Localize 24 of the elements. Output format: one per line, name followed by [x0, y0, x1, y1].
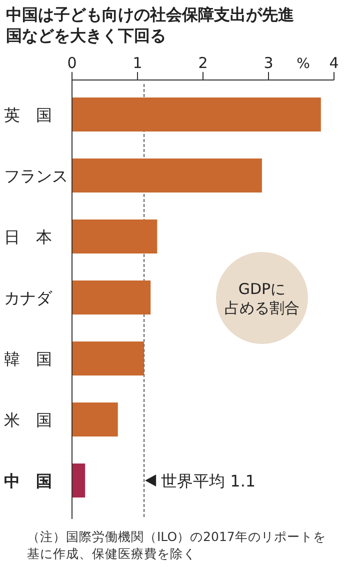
y-tick-label: 中 国: [4, 472, 52, 490]
y-tick-label: 韓 国: [4, 350, 52, 368]
x-tick-label: 1: [132, 54, 142, 72]
annotation: GDPに占める割合: [224, 280, 300, 317]
y-tick-label: フランス: [4, 166, 68, 186]
x-tick-label: 4: [329, 54, 339, 72]
bar: [72, 98, 321, 132]
x-tick-label: 3: [264, 54, 274, 72]
bar: [72, 220, 158, 254]
bar: [72, 342, 144, 376]
x-tick-label: 2: [198, 54, 208, 72]
y-tick-label: 英 国: [4, 106, 52, 124]
y-tick-label: カナダ: [4, 288, 53, 308]
bar: [72, 402, 118, 436]
ref-line-label: 世界平均 1.1: [161, 472, 256, 490]
text: （注）国際労働機関（ILO）の2017年のリポートを基に作成、保健医療費を除く: [27, 529, 326, 561]
y-tick-label: 米 国: [4, 410, 52, 430]
chart-title: 中国は子ども向けの社会保障支出が先進国などを大きく下回る: [6, 5, 295, 45]
bar: [72, 464, 86, 498]
x-tick-label: 0: [67, 54, 77, 72]
x-axis-title: %: [296, 56, 310, 72]
bar: [72, 280, 151, 314]
y-tick-label: 日 本: [4, 228, 52, 246]
bar: [72, 158, 262, 192]
